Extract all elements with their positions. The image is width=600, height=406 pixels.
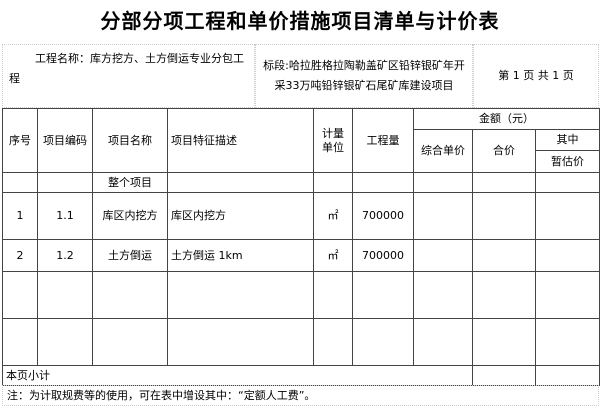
cell-name: 库区内挖方 bbox=[92, 192, 168, 240]
table-row: 2 1.2 土方倒运 土方倒运 1km ㎡ 700000 bbox=[2, 239, 600, 272]
section-info: 标段:哈拉胜格拉陶勒盖矿区铅锌银矿年开采33万吨铅锌银矿石尾矿库建设项目 bbox=[255, 44, 473, 108]
header-name: 项目名称 bbox=[92, 108, 168, 173]
header-qty: 工程量 bbox=[352, 108, 414, 173]
cell-code: 1.1 bbox=[37, 192, 93, 240]
header-provisional: 暂估价 bbox=[534, 150, 600, 173]
project-name: 工程名称：库方挖方、土方倒运专业分包工程 bbox=[2, 44, 255, 108]
header-unit-price: 综合单价 bbox=[413, 129, 473, 173]
cell-seq: 1 bbox=[2, 192, 38, 240]
pricing-table: 序号 项目编码 项目名称 项目特征描述 计量单位 工程量 金额（元） 综合单价 … bbox=[2, 108, 600, 386]
header-amount: 金额（元） bbox=[412, 108, 600, 130]
page-title: 分部分项工程和单价措施项目清单与计价表 bbox=[100, 9, 500, 33]
cell-seq: 2 bbox=[2, 239, 38, 272]
page-info: 第 1 页 共 1 页 bbox=[473, 44, 599, 108]
header-code: 项目编码 bbox=[37, 108, 93, 173]
header-of-which: 其中 bbox=[534, 129, 600, 151]
cell-desc: 库区内挖方 bbox=[167, 192, 314, 240]
header-seq: 序号 bbox=[2, 108, 38, 173]
header-desc: 项目特征描述 bbox=[167, 108, 314, 173]
header-unit: 计量单位 bbox=[313, 108, 353, 173]
cell-unit: ㎡ bbox=[313, 192, 353, 240]
cell-desc: 土方倒运 1km bbox=[167, 239, 314, 272]
cell-qty: 700000 bbox=[352, 239, 414, 272]
cell-name: 土方倒运 bbox=[92, 239, 168, 272]
cell-qty: 700000 bbox=[352, 192, 414, 240]
header-total: 合价 bbox=[472, 129, 536, 173]
cell-unit: ㎡ bbox=[313, 239, 353, 272]
cell-code: 1.2 bbox=[37, 239, 93, 272]
footnote: 注：为计取规费等的使用，可在表中增设其中：“定额人工费”。 bbox=[2, 385, 599, 406]
table-row: 1 1.1 库区内挖方 库区内挖方 ㎡ 700000 bbox=[2, 192, 600, 240]
group-row-label: 整个项目 bbox=[92, 172, 168, 193]
subtotal-label: 本页小计 bbox=[2, 365, 473, 386]
